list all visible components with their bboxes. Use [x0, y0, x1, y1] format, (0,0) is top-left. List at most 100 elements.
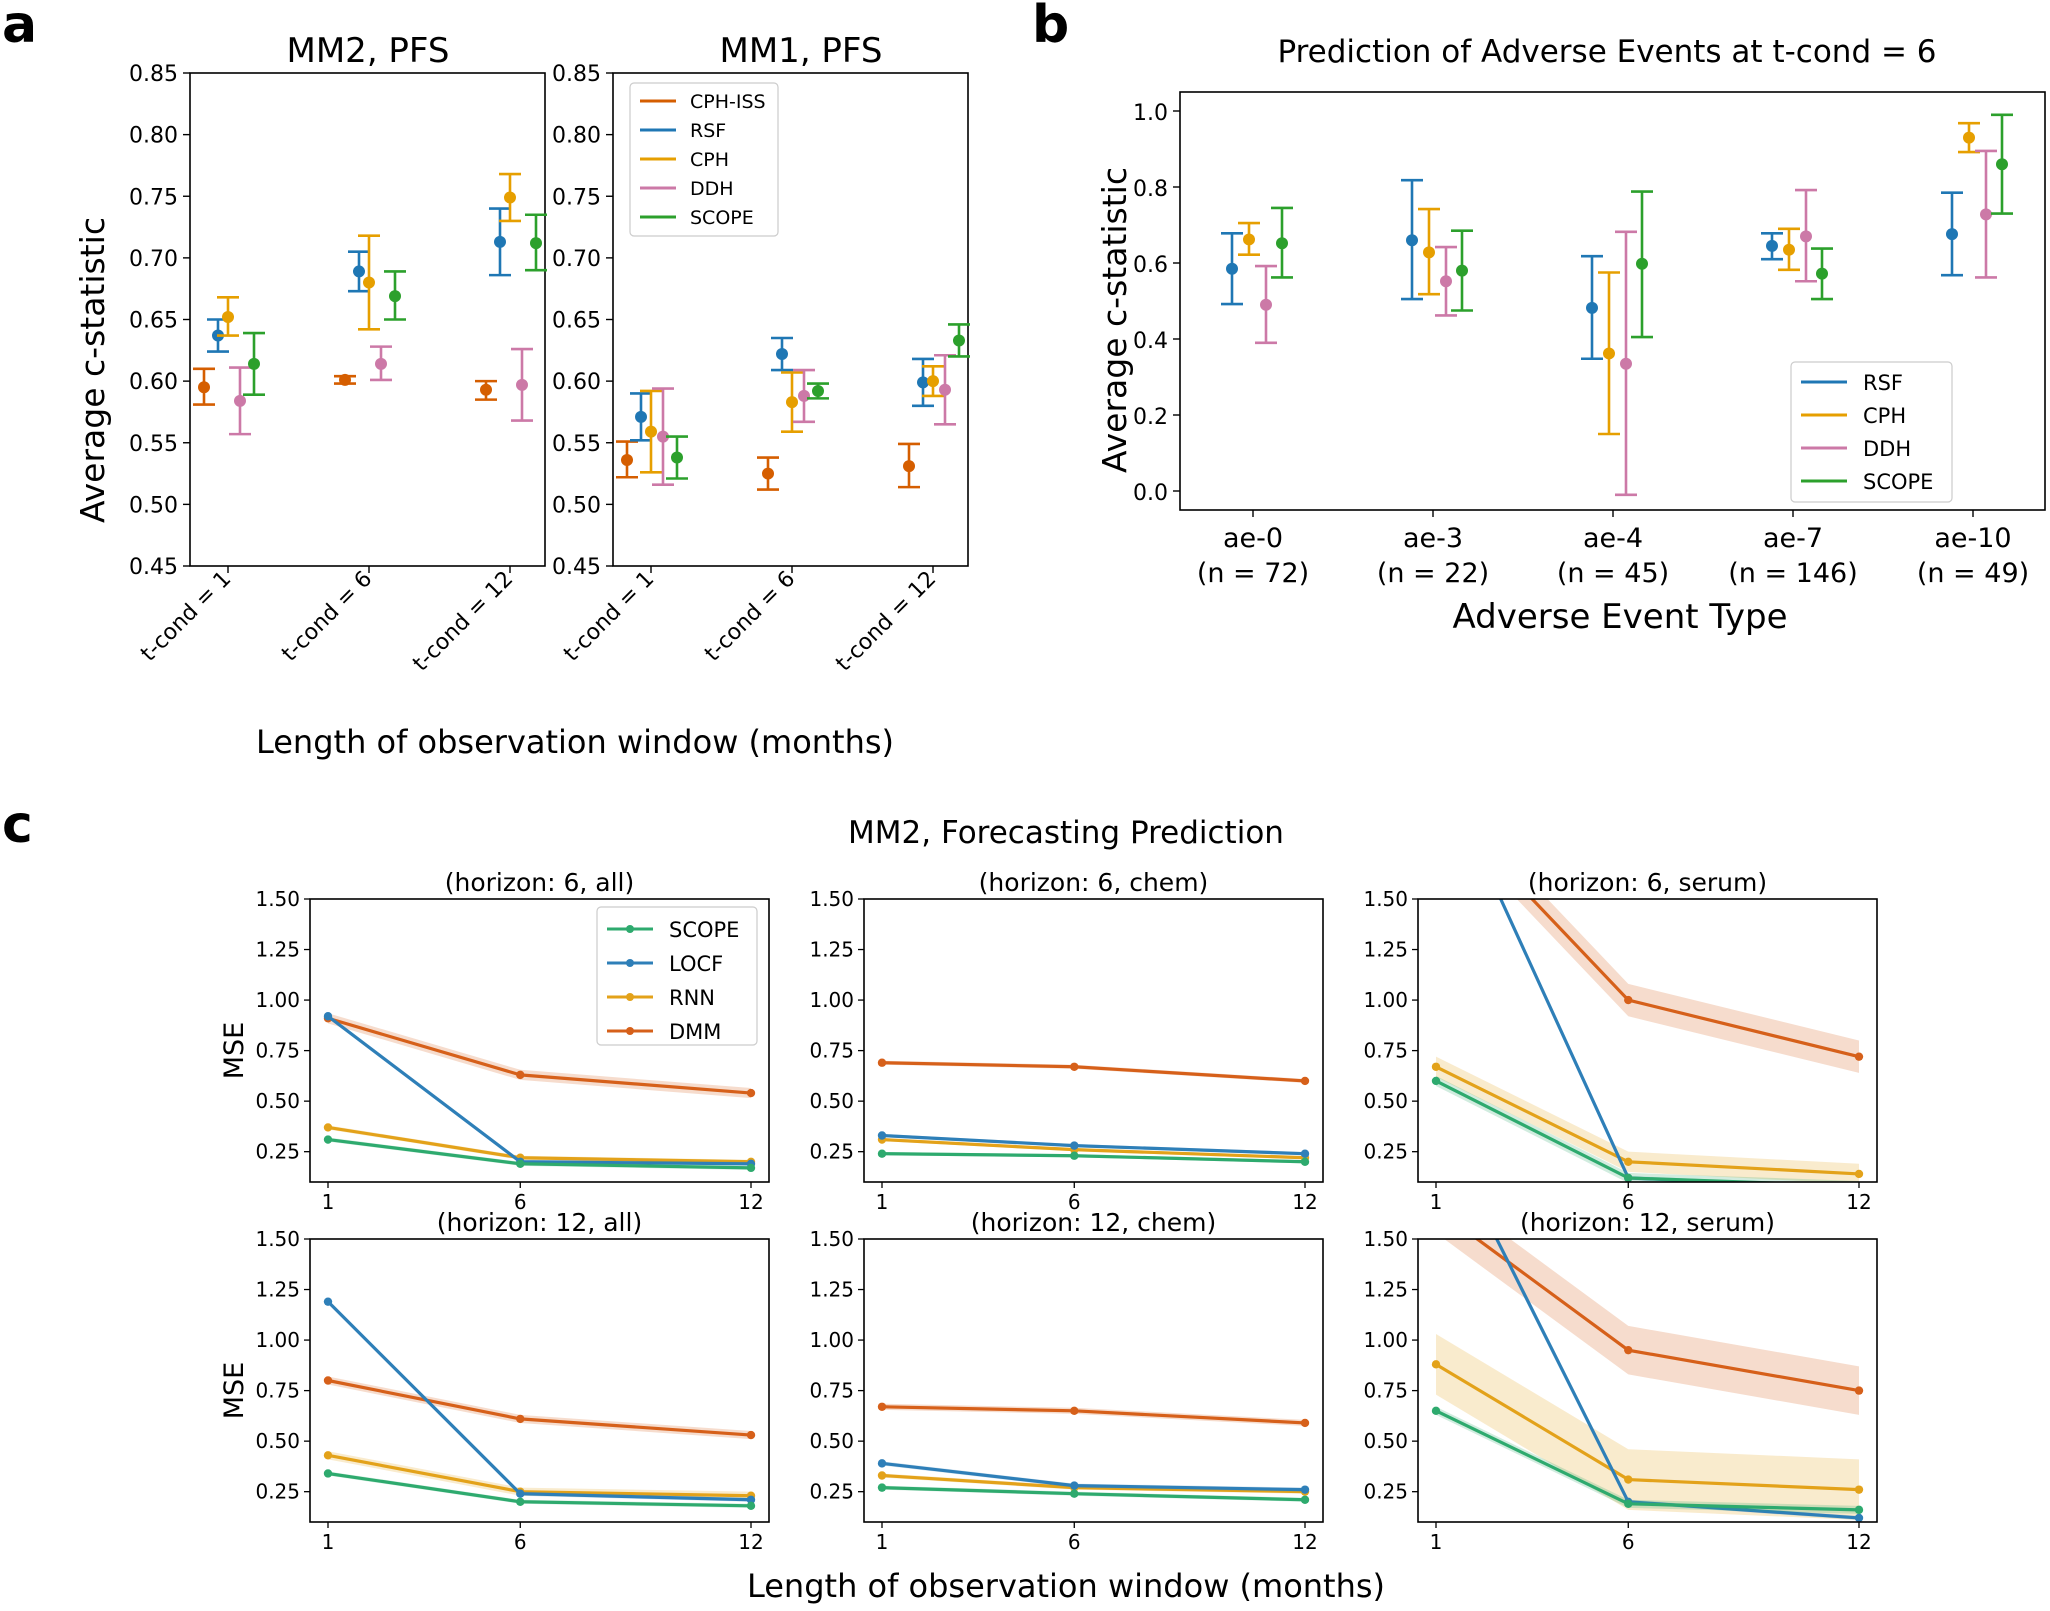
- forecast-2-dmm-band: [1516, 899, 1859, 1073]
- ae-scope-2-point: [1636, 257, 1648, 270]
- forecast-4-dmm-point: [1070, 1406, 1079, 1416]
- ae-xtick-n-label: (n = 146): [1728, 558, 1858, 589]
- forecast-4-plot: [877, 1402, 1310, 1504]
- forecast-4-rnn-point: [877, 1471, 887, 1480]
- mm1-cph-iss-2-point: [903, 460, 915, 473]
- mm2-cph-2-point: [504, 191, 516, 204]
- forecast-5-rnn-band: [1436, 1334, 1859, 1520]
- forecast-4-xtick-label: 12: [1292, 1530, 1317, 1554]
- ae-ddh-1-point: [1440, 275, 1452, 288]
- forecast-2-locf-point: [1432, 753, 1440, 761]
- forecast-3-scope-point: [516, 1497, 525, 1506]
- forecast-3-ytick-label: 1.50: [255, 1227, 300, 1251]
- forecast-5-locf-point: [1854, 1513, 1864, 1522]
- forecast-3-locf-point: [516, 1489, 525, 1498]
- y-axis-label-a: Average c-statistic: [73, 217, 112, 523]
- mm2-ddh-2-point: [516, 378, 528, 391]
- ae-ytick-label: 1.0: [1133, 101, 1168, 126]
- forecast-2-locf-line: [1498, 899, 1758, 1182]
- mm2-axes-frame: [189, 72, 546, 567]
- forecast-3-dmm-point: [516, 1414, 525, 1424]
- ae-cph-1-point: [1423, 246, 1435, 259]
- mm2-scope-2-point: [530, 237, 542, 250]
- chart-area: 0.45 0.50 0.55 0.60 0.65 0.70 0.75 0.80 0.85 t-co…: [129, 62, 2046, 1554]
- legend-c-marker-scope: [626, 925, 634, 933]
- forecast-2-dmm-point: [1624, 995, 1633, 1005]
- forecast-4-xtick-label: 1: [876, 1530, 889, 1554]
- forecast-0-scope-point: [323, 1135, 333, 1144]
- mm2-scope-0-point: [248, 357, 260, 370]
- legend-a-label-scope: SCOPE: [690, 207, 754, 229]
- forecast-3-xtick-label: 6: [514, 1530, 527, 1554]
- forecast-2-plot: [1431, 753, 1864, 1182]
- forecast-2-dmm-point: [1432, 794, 1440, 802]
- mm1-scope-2-point: [953, 334, 965, 347]
- forecast-0-locf-point: [323, 1012, 333, 1021]
- forecast-2-rnn-point: [1624, 1157, 1633, 1166]
- mm1-ytick-label: 0.75: [552, 185, 601, 210]
- forecast-5-scope-point: [1624, 1499, 1633, 1509]
- mm1-ytick-label: 0.60: [552, 370, 601, 395]
- ae-ytick-label: 0.0: [1133, 481, 1168, 506]
- mm2-rsf-2-point: [494, 235, 506, 248]
- legend-c-marker-rnn: [626, 993, 634, 1001]
- forecast-1-title: (horizon: 6, chem): [979, 868, 1209, 897]
- forecast-0-ytick-label: 0.25: [255, 1140, 300, 1164]
- ae-ddh-4-point: [1980, 208, 1992, 221]
- forecast-2-rnn-point: [1854, 1169, 1864, 1179]
- forecast-1-ytick-label: 1.25: [809, 938, 854, 962]
- forecast-0-scope-point: [746, 1163, 756, 1173]
- mm2-plot: [193, 172, 547, 436]
- legend-a-label-rsf: RSF: [690, 120, 726, 142]
- mm2-ytick-label: 0.65: [129, 309, 178, 334]
- forecast-0-rnn-line: [327, 1125, 752, 1164]
- forecast-2-ytick-label: 1.00: [1363, 988, 1408, 1012]
- chart-title-b: Prediction of Adverse Events at t-cond =…: [1277, 34, 1936, 70]
- mm2-ytick-label: 0.45: [129, 555, 178, 580]
- ae-ytick-label: 0.4: [1133, 329, 1168, 354]
- x-axis-label-a: Length of observation window (months): [256, 723, 894, 761]
- forecast-1-xtick-label: 6: [1068, 1190, 1081, 1214]
- mm1-rsf-0-point: [635, 410, 647, 423]
- mm1-ytick-label: 0.85: [552, 62, 601, 87]
- ae-ytick-label: 0.6: [1133, 253, 1168, 278]
- legend-c-label-scope: SCOPE: [669, 918, 739, 942]
- mm1-scope-1-point: [812, 384, 824, 397]
- forecast-1-locf-point: [1300, 1149, 1310, 1158]
- legend-a-box: [629, 82, 779, 237]
- ae-xtick-n-label: (n = 72): [1197, 558, 1309, 589]
- chart-title-mm1: MM1, PFS: [720, 31, 883, 71]
- forecast-4-locf-point: [1070, 1481, 1079, 1490]
- forecast-1-dmm-point: [1300, 1076, 1310, 1086]
- panel-letter-a: a: [2, 0, 37, 55]
- ae-cph-2-point: [1603, 347, 1615, 360]
- forecast-2-xtick-label: 12: [1846, 1190, 1871, 1214]
- forecast-5-ytick-label: 0.50: [1363, 1429, 1408, 1453]
- chart-title-c: MM2, Forecasting Prediction: [848, 815, 1284, 851]
- ae-xtick-label: ae-3: [1403, 523, 1463, 554]
- forecast-0-rnn-point: [323, 1123, 333, 1132]
- mm2-scope-1-point: [389, 290, 401, 303]
- legend-a-label-cph: CPH: [690, 149, 729, 171]
- ae-rsf-4-point: [1946, 228, 1958, 241]
- mm1-cph-iss-1-point: [762, 467, 774, 480]
- ae-scope-0-point: [1276, 237, 1288, 250]
- mm2-ytick-label: 0.75: [129, 185, 178, 210]
- forecast-3-ytick-label: 0.25: [255, 1480, 300, 1504]
- mm1-ytick-label: 0.70: [552, 247, 601, 272]
- forecast-0-ytick-label: 0.50: [255, 1089, 300, 1113]
- mm1-cph-iss-0-point: [621, 454, 633, 467]
- forecast-2-ytick-label: 1.50: [1363, 887, 1408, 911]
- forecast-0-scope-point: [516, 1159, 525, 1169]
- forecast-3-ytick-label: 1.00: [255, 1328, 300, 1352]
- mm2-xtick-label: t-cond = 12: [408, 567, 518, 677]
- forecast-5-rnn-point: [1854, 1485, 1864, 1494]
- forecast-5-scope-point: [1854, 1505, 1864, 1515]
- forecast-5-axes-frame: [1417, 1238, 1878, 1523]
- forecast-5-title: (horizon: 12, serum): [1520, 1208, 1775, 1237]
- forecast-1-xtick-label: 1: [876, 1190, 889, 1214]
- ae-xtick-n-label: (n = 49): [1917, 558, 2029, 589]
- mm2-rsf-1-point: [353, 265, 365, 278]
- mm1-xtick-label: t-cond = 1: [559, 567, 659, 667]
